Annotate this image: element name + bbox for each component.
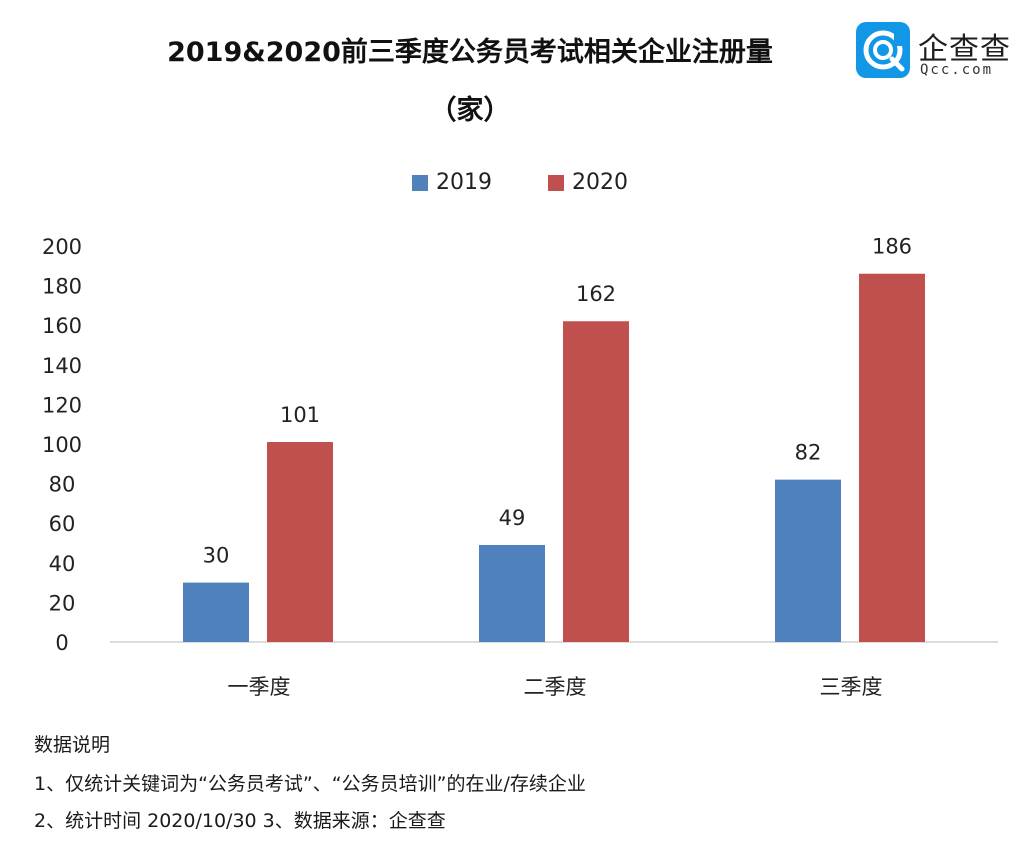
x-category-label: 一季度 [228,675,291,699]
bar-chart: 0 20 40 60 80 100 120 140 160 180 200 30 101 一季度 49 162… [42,235,998,699]
notes-heading: 数据说明 [34,734,111,756]
note-line-1: 1、仅统计关键词为“公务员考试”、“公务员培训”的在业/存续企业 [34,773,586,795]
legend-item-2020: 2020 [548,170,628,195]
bar-2020-2 [563,321,629,642]
qcc-logo-icon [856,22,910,78]
chart-title: 2019&2020前三季度公务员考试相关企业注册量 [167,37,773,68]
chart-title-unit: （家） [429,95,511,126]
legend-label-2020: 2020 [572,170,628,195]
y-tick-label: 80 [49,473,76,497]
bar-2019-2 [479,544,545,642]
y-tick-label: 160 [42,314,82,338]
data-label: 101 [280,403,320,427]
y-tick-label: 100 [42,433,82,457]
data-label: 82 [795,441,822,465]
x-category-label: 三季度 [820,675,883,699]
legend-swatch-2019 [412,174,428,191]
y-tick-label: 0 [55,631,68,655]
legend-swatch-2020 [548,174,564,191]
logo-text-cn: 企查查 [918,32,1011,67]
data-label: 49 [499,506,526,530]
bar-2019-3 [775,479,841,642]
data-label: 162 [576,282,616,306]
y-tick-label: 120 [42,393,82,417]
data-label: 186 [872,235,912,259]
y-tick-label: 20 [49,591,76,615]
x-category-label: 二季度 [524,675,587,699]
qcc-logo: 企查查 Qcc.com [856,22,1016,84]
legend-item-2019: 2019 [412,170,492,195]
y-tick-label: 180 [42,275,82,299]
chart-legend: 2019 2020 [0,170,1022,200]
legend-label-2019: 2019 [436,170,492,195]
bar-2020-3 [859,273,925,642]
logo-text-domain: Qcc.com [920,62,994,78]
y-tick-label: 200 [42,235,82,259]
y-tick-label: 140 [42,354,82,378]
data-label: 30 [203,544,230,568]
bar-2020-1 [267,442,333,642]
y-tick-label: 60 [49,512,76,536]
note-line-2: 2、统计时间 2020/10/30 3、数据来源：企查查 [34,810,446,832]
y-tick-label: 40 [49,552,76,576]
bar-2019-1 [183,582,249,642]
